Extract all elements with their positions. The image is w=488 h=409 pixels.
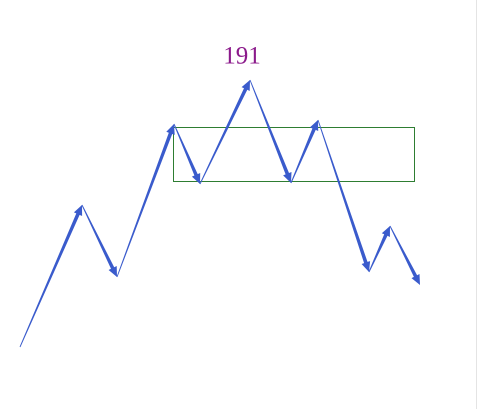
arrow-segment <box>249 79 292 183</box>
arrow-segment <box>389 225 420 285</box>
range-box <box>173 127 415 182</box>
arrow-segment <box>290 120 319 184</box>
arrow-segment <box>368 226 390 273</box>
zigzag-arrows <box>19 79 420 348</box>
arrow-segment <box>173 123 201 184</box>
arrow-segment <box>116 124 175 278</box>
arrow-segment <box>317 119 371 273</box>
peak-label: 191 <box>223 43 261 70</box>
arrow-segment <box>19 205 83 348</box>
arrow-segment <box>81 204 117 277</box>
arrow-segment <box>199 80 250 185</box>
